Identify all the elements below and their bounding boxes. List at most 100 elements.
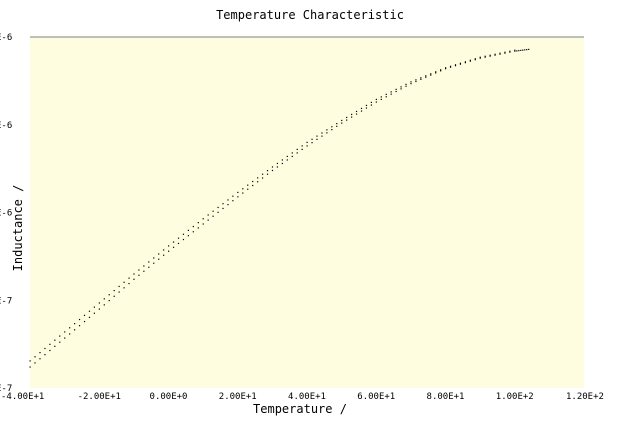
data-point xyxy=(479,57,481,59)
data-point xyxy=(222,203,224,205)
data-point xyxy=(54,339,56,341)
data-point xyxy=(202,223,204,225)
data-point xyxy=(449,66,452,68)
data-point xyxy=(528,48,530,50)
data-point xyxy=(415,79,417,81)
data-point xyxy=(286,159,288,161)
data-point xyxy=(247,188,249,190)
data-point xyxy=(222,207,224,210)
data-point xyxy=(351,116,353,118)
data-point xyxy=(113,295,115,297)
data-point xyxy=(59,341,61,343)
x-tick-label: 4.00E+1 xyxy=(288,392,326,402)
data-point xyxy=(390,93,392,95)
data-point xyxy=(207,219,209,221)
data-point xyxy=(207,214,209,216)
data-point xyxy=(281,162,283,165)
data-point xyxy=(168,245,170,247)
data-point xyxy=(252,184,254,187)
data-point xyxy=(103,298,105,300)
data-point xyxy=(232,195,234,197)
data-point xyxy=(118,285,120,288)
data-point xyxy=(88,316,91,318)
data-point xyxy=(454,65,457,67)
data-point xyxy=(331,126,333,128)
data-point xyxy=(291,152,293,154)
data-points xyxy=(29,48,530,368)
data-point xyxy=(128,282,130,285)
data-point xyxy=(172,246,175,248)
data-point xyxy=(405,83,407,85)
data-point xyxy=(346,119,348,121)
data-point xyxy=(301,148,303,151)
data-point xyxy=(252,180,254,183)
data-point xyxy=(143,265,145,267)
data-point xyxy=(410,81,412,83)
x-tick-label: 0.00E+0 xyxy=(150,392,188,402)
data-point xyxy=(276,162,279,165)
data-point xyxy=(435,72,437,74)
data-point xyxy=(469,60,471,62)
data-point xyxy=(355,113,358,115)
data-point xyxy=(440,69,442,71)
data-point xyxy=(494,53,496,55)
data-point xyxy=(232,200,234,202)
data-point xyxy=(385,93,387,95)
data-point xyxy=(459,62,462,64)
data-point xyxy=(118,291,120,293)
data-point xyxy=(128,277,130,279)
data-point xyxy=(276,166,279,168)
data-point xyxy=(83,314,86,316)
data-point xyxy=(380,96,382,98)
data-point xyxy=(78,325,81,327)
data-point xyxy=(163,254,165,256)
data-point xyxy=(514,49,516,51)
data-point xyxy=(341,119,343,122)
data-point xyxy=(187,229,189,231)
data-point xyxy=(123,281,125,283)
data-point xyxy=(306,141,308,143)
data-point xyxy=(93,312,95,314)
data-point xyxy=(281,159,283,161)
data-point xyxy=(212,215,214,217)
data-point xyxy=(44,347,46,350)
data-point xyxy=(123,287,125,289)
x-tick-label: -4.00E+1 xyxy=(1,392,44,402)
data-point xyxy=(192,231,194,233)
data-point xyxy=(395,88,397,90)
data-point xyxy=(400,86,402,88)
data-point xyxy=(365,104,368,107)
data-point xyxy=(524,49,526,51)
data-point xyxy=(375,98,377,100)
data-point xyxy=(301,145,303,147)
data-point xyxy=(257,177,259,179)
data-point xyxy=(138,274,140,276)
data-point xyxy=(103,304,105,306)
data-point xyxy=(133,278,135,280)
data-point xyxy=(108,294,110,296)
data-point xyxy=(430,74,432,76)
data-point xyxy=(217,211,219,213)
data-point xyxy=(355,110,358,113)
data-point xyxy=(197,222,199,224)
data-point xyxy=(197,227,199,229)
data-point xyxy=(489,55,491,57)
data-point xyxy=(74,323,76,325)
data-point xyxy=(360,107,363,110)
data-point xyxy=(177,237,180,239)
data-point xyxy=(148,266,150,268)
x-tick-label: 2.00E+1 xyxy=(219,392,257,402)
data-point xyxy=(489,54,491,56)
data-point xyxy=(504,52,506,54)
data-point xyxy=(504,51,506,53)
data-point xyxy=(311,138,313,140)
data-point xyxy=(526,49,528,51)
data-point xyxy=(271,166,274,168)
data-point xyxy=(341,122,343,124)
y-tick-label: E-6 xyxy=(0,33,12,43)
data-point xyxy=(242,188,244,190)
data-point xyxy=(148,261,150,263)
x-tick-label: 1.00E+2 xyxy=(496,392,534,402)
x-tick-label: 8.00E+1 xyxy=(427,392,465,402)
